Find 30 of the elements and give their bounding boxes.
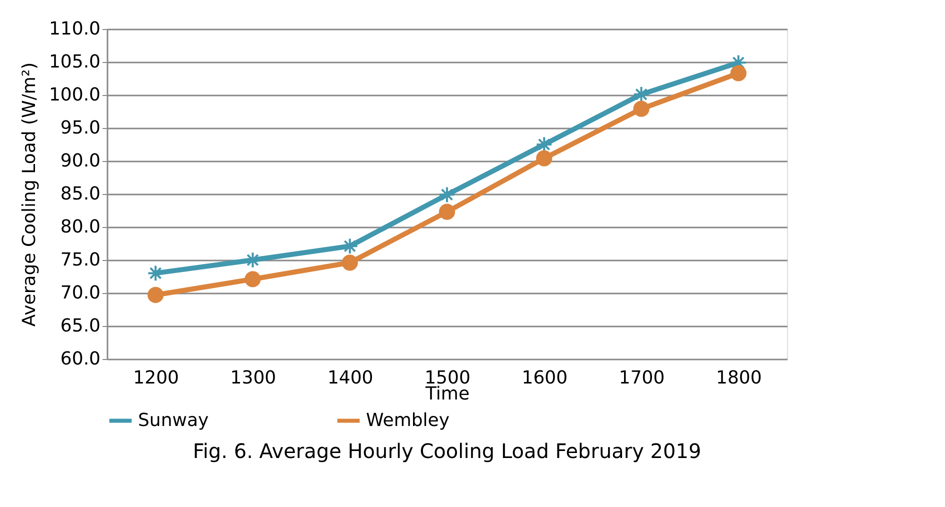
x-tick-label: 1400: [327, 368, 374, 388]
y-tick-label: 85.0: [60, 184, 100, 204]
y-axis-title: Average Cooling Load (W/m²): [18, 62, 40, 327]
point: [633, 100, 650, 117]
point: [632, 86, 650, 103]
y-tick-label: 70.0: [60, 282, 100, 304]
y-tick-label: 100.0: [48, 84, 100, 106]
legend-label: Sunway: [138, 410, 209, 431]
y-tick-label: 90.0: [60, 150, 100, 172]
point: [438, 186, 456, 204]
y-tick-label: 65.0: [60, 316, 100, 336]
point: [342, 254, 358, 271]
y-tick-label: 95.0: [60, 118, 100, 138]
point: [438, 204, 456, 220]
x-tick-label: 1300: [230, 368, 276, 388]
y-tick-label: 75.0: [60, 250, 100, 270]
y-tick-label: 110.0: [48, 18, 100, 40]
y-tick-label: 60.0: [60, 348, 100, 370]
y-tick-label: 80.0: [60, 216, 100, 238]
point: [730, 65, 746, 82]
x-tick-label: 1200: [133, 368, 179, 388]
x-tick-label: 1600: [522, 368, 568, 388]
caption: Fig. 6. Average Hourly Cooling Load February 2019: [192, 439, 702, 463]
point: [536, 150, 552, 166]
legend-label: Wembley: [366, 410, 450, 431]
point: [148, 286, 164, 304]
x-tick-label: 1700: [618, 368, 665, 388]
point: [244, 271, 261, 288]
y-tick-label: 105.0: [48, 52, 100, 72]
x-tick-label: 1800: [716, 368, 762, 388]
